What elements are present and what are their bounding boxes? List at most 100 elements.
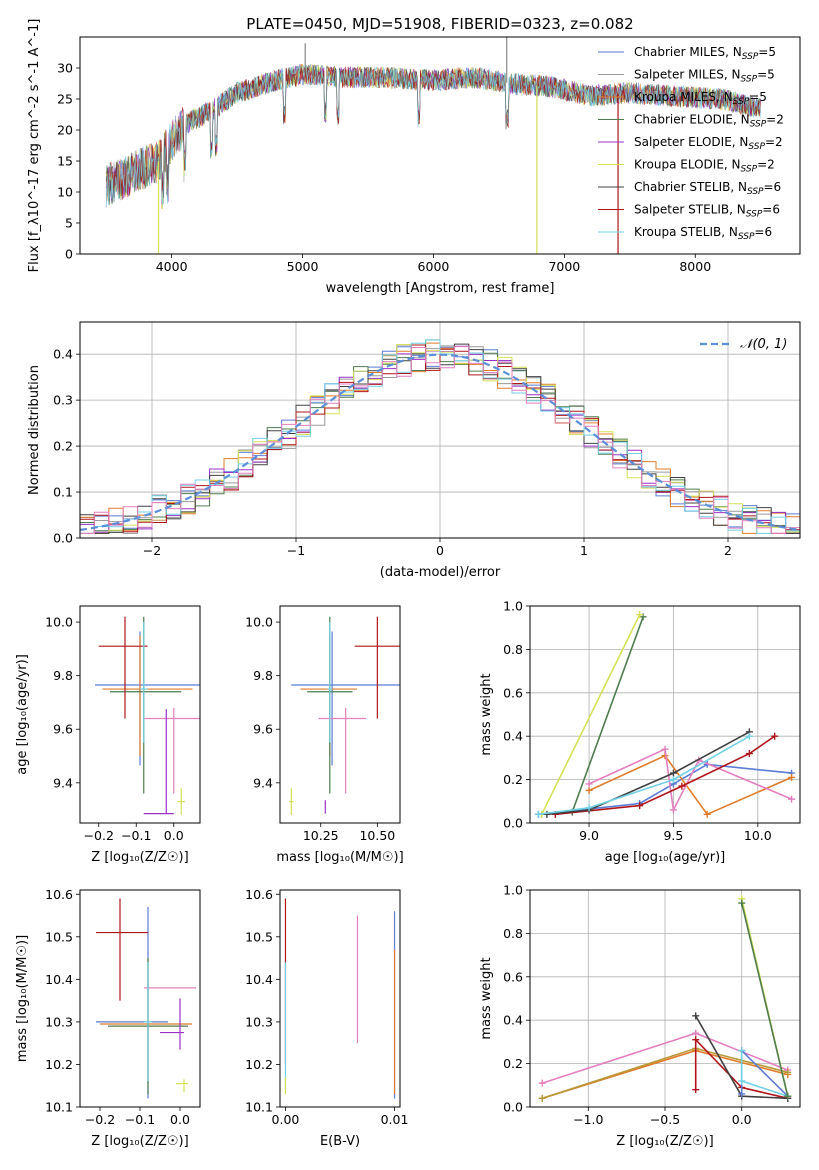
legend-label-main: Kroupa STELIB, N (634, 225, 738, 239)
weight-marker (661, 745, 669, 753)
legend-label-sub: SSP (741, 75, 758, 85)
errorbars (284, 898, 396, 1099)
x-tick-label: −1.0 (573, 1112, 603, 1127)
age-vs-metallicity-panel: −0.2 −0.1 0.0 9.4 9.6 9.8 10.0 Z [log₁₀(Z/Z☉)] a… (15, 605, 201, 865)
weight-marker (636, 802, 644, 810)
spectrum-lines (105, 37, 761, 254)
legend-label: Chabrier MILES, NSSP=5 (634, 45, 776, 62)
x-tick-label: −0.2 (85, 1112, 115, 1127)
residuals-panel: −2 −1 0 1 2 0.0 0.1 0.2 0.3 0.4 (data-model)/error… (27, 321, 801, 580)
y-tick-label: 0.8 (503, 642, 523, 657)
weight-series (534, 611, 796, 818)
weight-marker (538, 1079, 546, 1087)
y-tick-label: 0.1 (53, 485, 73, 500)
weight-marker (738, 1047, 746, 1055)
figure-title: PLATE=0450, MJD=51908, FIBERID=0323, z=0… (246, 15, 633, 33)
weight-marker (692, 1029, 700, 1037)
y-tick-label: 10.1 (245, 1100, 273, 1115)
normal-curve (80, 353, 800, 531)
weight-marker (788, 795, 796, 803)
y-tick-label: 9.8 (253, 668, 273, 683)
x-tick-label: −0.5 (650, 1112, 680, 1127)
weight-line (694, 1037, 788, 1100)
weight-marker (745, 732, 753, 740)
x-tick-label: −0.1 (125, 1112, 155, 1127)
legend-label-main: Chabrier ELODIE, N (634, 113, 750, 127)
errorbars (95, 616, 200, 815)
x-axis-label: wavelength [Angstrom, rest frame] (326, 281, 555, 296)
weight-marker (585, 804, 593, 812)
x-tick-label: 0.00 (272, 1112, 300, 1127)
weight-marker (784, 1068, 792, 1076)
y-tick-label: 10.5 (245, 929, 273, 944)
legend-label: Kroupa MILES, NSSP=5 (634, 90, 767, 107)
weight-line (538, 763, 792, 816)
y-tick-label: 0.6 (503, 685, 523, 700)
legend-label-main: Kroupa MILES, N (634, 90, 733, 104)
weight-marker (784, 1092, 792, 1100)
y-tick-label: 0.6 (503, 969, 523, 984)
weight-marker (585, 786, 593, 794)
x-tick-label: 8000 (679, 259, 711, 274)
axes-frame (79, 889, 201, 1108)
legend-label: Kroupa ELODIE, NSSP=2 (634, 158, 775, 175)
spectrum-series (105, 64, 761, 207)
axes-frame (79, 605, 201, 824)
y-tick-label: 0.4 (503, 729, 523, 744)
y-tick-label: 0.4 (53, 347, 73, 362)
weight-marker (669, 806, 677, 814)
legend-label-sub: SSP (733, 97, 750, 107)
legend-label-sub: SSP (741, 165, 758, 175)
y-tick-label: 9.8 (53, 668, 73, 683)
axes-frame (79, 36, 801, 255)
x-tick-label: 10.25 (303, 828, 339, 843)
x-tick-label: 0.01 (381, 1112, 409, 1127)
y-tick-label: 10.2 (245, 1057, 273, 1072)
x-axis-label: Z [log₁₀(Z/Z☉)] (91, 850, 188, 865)
x-tick-label: 10.0 (744, 828, 772, 843)
weight-marker (745, 750, 753, 758)
legend-label-main: Salpeter STELIB, N (634, 203, 746, 217)
y-tick-label: 10.2 (45, 1057, 73, 1072)
x-tick-label: 7000 (548, 259, 580, 274)
y-axis-label: age [log₁₀(age/yr)] (15, 654, 30, 775)
weight-marker (788, 773, 796, 781)
x-tick-label: 0.0 (164, 828, 184, 843)
weight-marker (538, 1094, 546, 1102)
x-axis-label: mass [log₁₀(M/M☉)] (276, 850, 403, 865)
y-tick-label: 0.3 (53, 393, 73, 408)
weight-marker (585, 780, 593, 788)
legend-label-sub: SSP (746, 210, 763, 220)
weight-vs-metallicity-panel: −1.0 −0.5 0.0 0.0 0.2 0.4 0.6 0.8 1.0 Z [log₁₀(Z/… (479, 883, 801, 1149)
y-tick-label: 10.6 (45, 887, 73, 902)
y-tick-label: 10.0 (45, 615, 73, 630)
weight-marker (678, 782, 686, 790)
legend-label-main: Salpeter ELODIE, N (634, 135, 748, 149)
y-tick-label: 10.4 (245, 972, 273, 987)
legend-label-suffix: =6 (764, 180, 782, 194)
weight-marker (534, 810, 542, 818)
x-axis-label: age [log₁₀(age/yr)] (605, 850, 726, 865)
weight-marker (636, 611, 644, 619)
legend-label: Salpeter STELIB, NSSP=6 (634, 203, 780, 220)
x-tick-label: 10.50 (359, 828, 395, 843)
axes-frame (79, 321, 801, 539)
weight-line (546, 731, 750, 816)
legend-label-sub: SSP (738, 232, 755, 242)
y-tick-label: 9.4 (53, 775, 73, 790)
legend-label-suffix: =2 (757, 158, 775, 172)
legend-label-sub: SSP (748, 142, 765, 152)
y-tick-label: 0.0 (503, 816, 523, 831)
y-axis-label: Flux [f_λ10^-17 erg cm^-2 s^-1 A^-1] (27, 19, 42, 273)
legend-label-suffix: =2 (766, 113, 784, 127)
y-axis-label: mass weight (479, 673, 494, 755)
weight-marker (703, 810, 711, 818)
legend-label: Kroupa STELIB, NSSP=6 (634, 225, 772, 242)
legend-label-suffix: =5 (758, 45, 776, 59)
x-tick-label: 6000 (418, 259, 450, 274)
age-vs-mass-panel: 10.25 10.50 9.4 9.6 9.8 10.0 mass [log₁₀(M/M☉)… (245, 605, 404, 865)
weight-marker (771, 732, 779, 740)
x-tick-label: 0 (436, 543, 444, 558)
legend-label: 𝒩(0, 1) (740, 337, 787, 352)
